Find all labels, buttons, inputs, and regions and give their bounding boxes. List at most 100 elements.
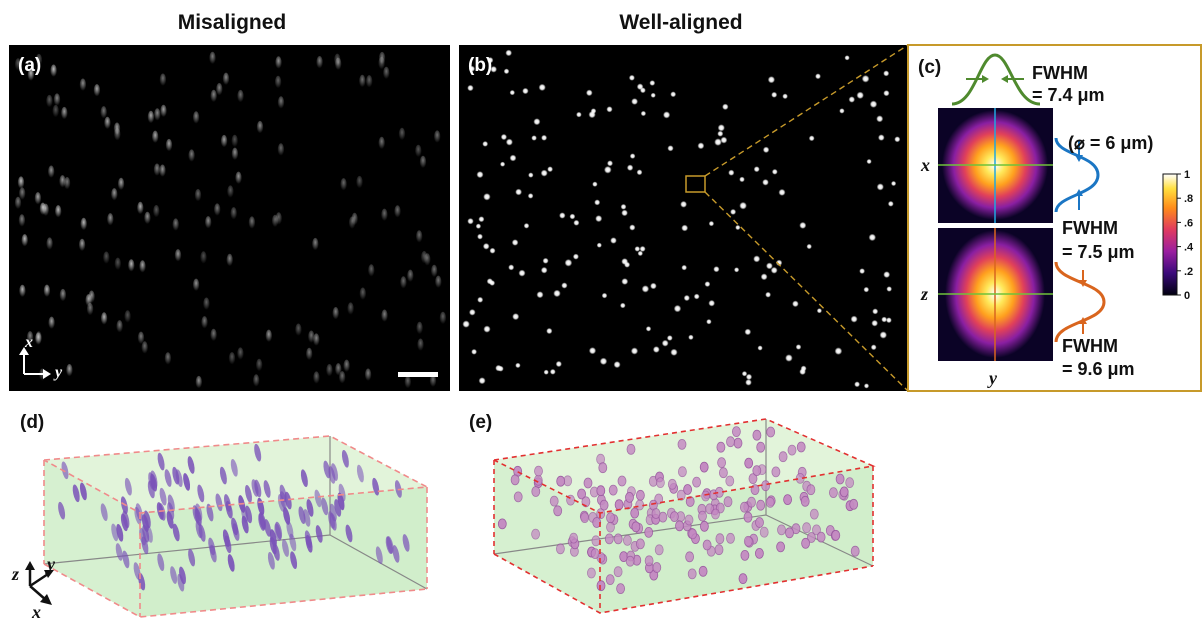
- bead-elongated: [133, 562, 141, 580]
- bead-dot: [872, 308, 879, 315]
- bead-dot: [708, 299, 715, 307]
- panel-d-axis-y: y: [45, 554, 56, 574]
- bead-elongated: [314, 489, 322, 508]
- bead-streak: [429, 374, 437, 388]
- bead-round: [778, 451, 788, 463]
- bead-round: [549, 495, 559, 507]
- bead-dot: [500, 161, 506, 167]
- bead-streak: [128, 259, 135, 273]
- bead-dot: [649, 80, 656, 86]
- bead-dot: [839, 108, 845, 114]
- bead-elongated: [224, 535, 232, 554]
- colorbar-tick-label: 0: [1184, 290, 1190, 302]
- bead-round: [756, 499, 766, 511]
- bead-streak: [42, 203, 49, 217]
- bead-elongated: [298, 506, 306, 525]
- bead-round: [613, 533, 623, 545]
- bead-elongated: [177, 573, 185, 592]
- bead-dot: [469, 309, 476, 316]
- bead-dot: [886, 317, 892, 324]
- bead-round: [796, 441, 806, 453]
- bead-dot: [859, 268, 865, 274]
- bead-dot: [511, 239, 519, 246]
- bead-round: [777, 524, 786, 536]
- bead-streak: [48, 165, 55, 179]
- bead-dot: [468, 65, 475, 72]
- bead-round: [606, 512, 615, 524]
- bead-streak: [124, 310, 131, 324]
- bead-dot: [717, 130, 724, 137]
- bead-dot: [626, 164, 634, 171]
- bead-dot: [624, 261, 631, 268]
- bead-dot: [713, 266, 720, 273]
- bead-dot: [489, 247, 496, 254]
- bead-streak: [334, 53, 341, 67]
- bead-round: [556, 475, 566, 487]
- bead-dot: [538, 83, 546, 91]
- bead-dot: [497, 365, 504, 372]
- bead-round: [531, 528, 540, 540]
- bead-elongated: [303, 509, 311, 527]
- bead-streak: [18, 214, 26, 228]
- bead-round: [715, 533, 725, 545]
- bead-dot: [528, 172, 534, 178]
- bead-elongated: [231, 517, 239, 536]
- bead-streak: [139, 260, 146, 274]
- panel-c: (c) FWHM = 7.4 μm (⌀ = 6 μm) FWHM = 7.5 …: [907, 44, 1202, 392]
- bead-round: [755, 517, 764, 528]
- bead-round: [783, 494, 792, 506]
- bead-dot: [536, 291, 544, 299]
- bead-dot: [527, 193, 534, 199]
- bead-streak: [52, 104, 59, 118]
- bead-round: [577, 488, 586, 500]
- bead-elongated: [392, 545, 400, 563]
- bead-streak: [26, 331, 34, 345]
- bead-dot: [640, 87, 646, 94]
- panel-a-label: (a): [18, 55, 41, 76]
- bead-dot: [863, 286, 870, 293]
- bead-streak: [61, 106, 68, 120]
- bead-dot: [757, 345, 763, 351]
- bead-streak: [332, 307, 339, 320]
- bead-dot: [610, 237, 617, 244]
- bead-streak: [228, 352, 236, 366]
- bead-dot: [477, 296, 484, 303]
- bead-round: [654, 544, 664, 556]
- bead-round: [714, 544, 724, 556]
- colorbar-tick-label: .6: [1184, 217, 1193, 229]
- bead-round: [698, 510, 707, 522]
- bead-dot: [630, 347, 639, 355]
- bead-streak: [35, 332, 42, 346]
- colorbar-ticks: 1 .8 .6 .4 .2 0: [1177, 169, 1194, 302]
- bead-streak: [46, 94, 53, 108]
- bead-streak: [220, 134, 228, 148]
- bead-streak: [104, 116, 111, 130]
- bead-dot: [869, 100, 878, 108]
- bead-round: [556, 543, 565, 555]
- bead-elongated: [306, 499, 314, 517]
- panel-c-axis-x: x: [920, 155, 930, 175]
- bead-round: [497, 518, 507, 530]
- bead-dot: [515, 188, 522, 196]
- bead-dot: [870, 344, 877, 351]
- bead-dot: [766, 262, 773, 270]
- bead-round: [670, 511, 679, 522]
- bead-streak: [231, 134, 238, 148]
- bead-dot: [483, 193, 491, 201]
- bead-streak: [85, 294, 92, 308]
- bead-dot: [522, 87, 529, 95]
- bead-round: [684, 514, 694, 526]
- bead-dot: [663, 111, 671, 119]
- bead-dot: [503, 68, 510, 75]
- bead-round: [617, 475, 627, 487]
- bead-streak: [312, 237, 319, 251]
- bead-dot: [848, 96, 855, 103]
- bead-dot: [490, 66, 498, 73]
- bead-dot: [631, 98, 638, 105]
- bead-streak: [394, 205, 401, 219]
- bead-streak: [214, 203, 221, 217]
- bead-dot: [576, 111, 582, 118]
- bead-round: [688, 528, 698, 540]
- bead-round: [740, 550, 750, 561]
